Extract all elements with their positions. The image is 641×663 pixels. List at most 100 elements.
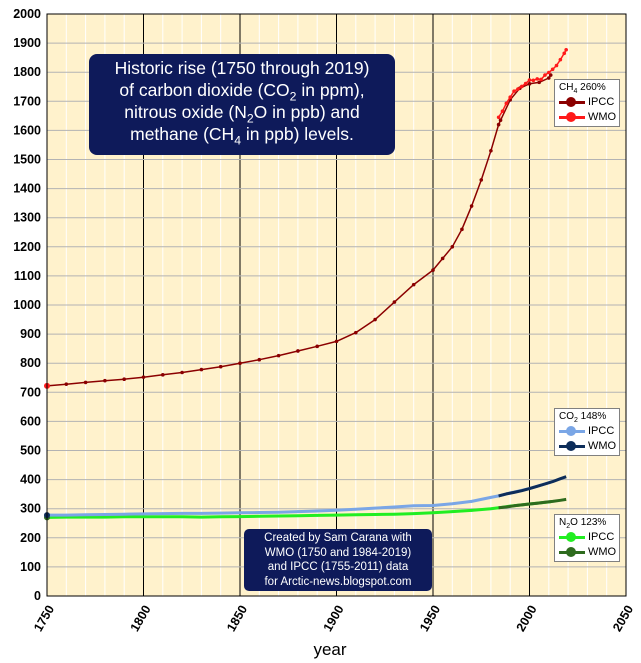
y-tick-label: 1900 [13, 36, 41, 50]
y-tick-label: 600 [20, 414, 41, 428]
data-point [335, 513, 338, 517]
data-point [218, 364, 223, 369]
y-tick-label: 1400 [13, 182, 41, 196]
legend-n2o-title: N2O 123% [559, 517, 607, 530]
x-tick-label: 1850 [224, 603, 250, 634]
y-tick-label: 1500 [13, 153, 41, 167]
data-point [200, 512, 203, 515]
legend-item: IPCC [555, 529, 619, 544]
data-point [180, 515, 184, 519]
y-tick-label: 1300 [13, 211, 41, 225]
data-point [504, 101, 509, 106]
legend-label: IPCC [588, 424, 615, 437]
data-point [554, 63, 559, 68]
data-point [258, 514, 261, 518]
data-point [161, 373, 165, 377]
legend-swatch [559, 425, 585, 437]
y-tick-label: 100 [20, 560, 41, 574]
data-point [393, 505, 396, 509]
data-point [431, 268, 435, 272]
legend-swatch [559, 546, 585, 558]
data-point [142, 515, 145, 519]
data-point [489, 496, 493, 499]
data-point [562, 51, 567, 56]
data-point [392, 300, 397, 304]
data-point [500, 109, 505, 113]
legend-swatch [559, 96, 585, 108]
legend-swatch [559, 531, 585, 543]
data-point [296, 514, 300, 517]
legend-item: WMO [555, 544, 619, 559]
x-tick-label: 1800 [128, 603, 154, 634]
data-point [161, 515, 165, 519]
series-line [498, 497, 567, 510]
data-point [527, 78, 532, 82]
y-tick-label: 1100 [14, 269, 41, 283]
data-point [431, 511, 435, 515]
data-point [103, 513, 107, 516]
legend-label: WMO [588, 110, 617, 123]
legend-ch4: CH4 260% IPCC WMO [554, 79, 620, 127]
y-tick-label: 0 [34, 589, 41, 603]
data-point [296, 349, 300, 353]
legend-label: WMO [588, 545, 617, 558]
data-point [512, 89, 516, 93]
x-tick-label: 1950 [417, 603, 443, 634]
legend-item: IPCC [555, 423, 619, 438]
legend-co2-title: CO2 148% [559, 411, 607, 424]
data-point [411, 282, 416, 287]
title-line-3: nitrous oxide (N2O in ppb) and [124, 102, 360, 126]
data-point [527, 82, 532, 86]
y-tick-label: 900 [20, 327, 41, 341]
data-point [219, 511, 222, 515]
x-axis-label: year [313, 640, 346, 659]
data-point [161, 512, 165, 515]
data-point [451, 502, 454, 506]
credit-line: Created by Sam Carana with [264, 532, 412, 544]
x-tick-label: 1750 [31, 603, 57, 634]
series-line [498, 475, 567, 498]
data-point [564, 47, 568, 52]
credit-box: Created by Sam Carana with WMO (1750 and… [244, 529, 432, 591]
data-point [547, 76, 551, 80]
data-point [496, 122, 501, 127]
data-point [257, 357, 262, 362]
data-point [180, 512, 184, 515]
data-point [238, 361, 242, 366]
data-point [354, 330, 358, 335]
data-point [258, 511, 261, 514]
x-tick-label: 1900 [321, 603, 347, 634]
legend-label: IPCC [588, 95, 615, 108]
data-point [508, 95, 512, 100]
legend-label: WMO [588, 439, 617, 452]
data-point [238, 511, 242, 515]
title-line-4: methane (CH4 in ppb) levels. [130, 124, 354, 148]
data-point [315, 344, 320, 349]
title-line-2: of carbon dioxide (CO2 in ppm), [119, 80, 365, 104]
y-tick-label: 1200 [13, 240, 41, 254]
credit-line: for Arctic-news.blogspot.com [264, 575, 412, 588]
data-point [393, 512, 396, 516]
y-tick-label: 200 [20, 531, 41, 545]
data-point [547, 70, 551, 75]
data-point [199, 367, 204, 372]
axes: 0 100 200 300 400 500 600 700 800 900 1000 1100 1200… [13, 7, 636, 634]
data-point [531, 78, 536, 83]
data-point [479, 178, 484, 182]
data-point [354, 513, 358, 517]
data-point [373, 317, 377, 322]
data-point [412, 512, 416, 515]
y-tick-label: 800 [20, 356, 41, 370]
y-tick-label: 1000 [13, 298, 41, 312]
data-point [523, 81, 528, 86]
data-point [469, 204, 474, 208]
legend-ch4-title: CH4 260% [559, 82, 606, 95]
title-line-1: Historic rise (1750 through 2019) [114, 58, 370, 78]
data-point [83, 380, 88, 385]
data-point [550, 67, 555, 72]
legend-n2o: N2O 123% IPCC WMO [554, 514, 620, 562]
data-point [238, 515, 242, 518]
data-point [548, 73, 553, 77]
legend-item: WMO [555, 438, 619, 453]
data-point [489, 148, 493, 153]
